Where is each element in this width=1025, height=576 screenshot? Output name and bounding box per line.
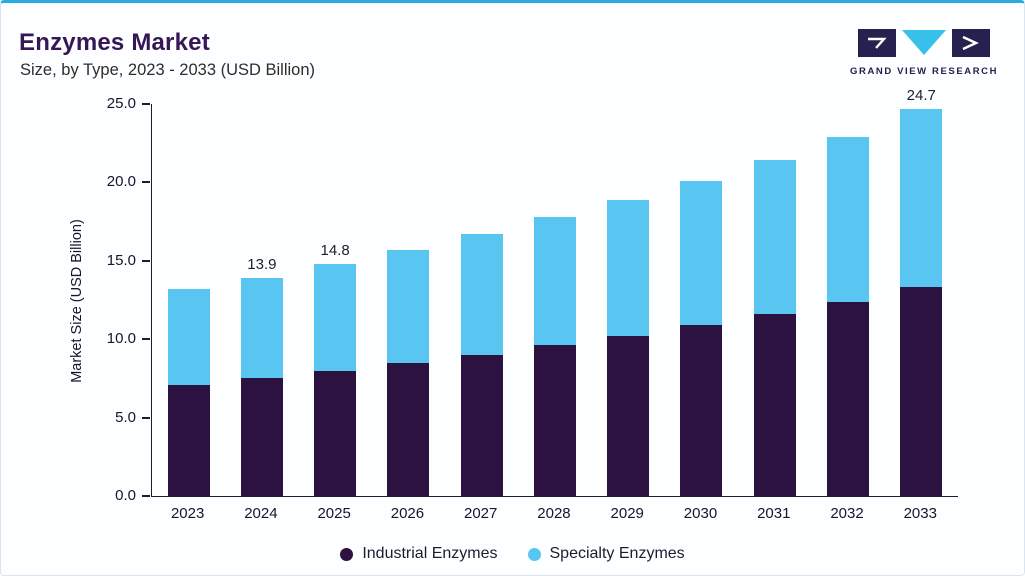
legend-dot [527,547,541,561]
bar-2024: 13.9 [240,256,283,496]
bar-segment-specialty [533,216,576,346]
y-tick-label: 15.0 [106,251,136,269]
legend: Industrial Enzymes Specialty Enzymes [1,545,1024,563]
y-tick-label: 20.0 [106,173,136,191]
y-tick-mark [142,181,150,184]
x-axis-label: 2031 [757,505,791,522]
x-axis-label: 2025 [317,505,351,522]
x-axis-label: 2033 [903,505,937,522]
legend-item-industrial-enzymes: Industrial Enzymes [340,545,498,563]
bar-segment-specialty [460,234,503,355]
bar-segment-industrial [680,325,723,496]
bar-segment-specialty [900,108,943,288]
bar-segment-specialty [827,136,870,302]
bar-segment-specialty [680,180,723,326]
x-axis-label: 2030 [683,505,718,522]
y-tick-label: 5.0 [115,408,136,426]
legend-label: Specialty Enzymes [549,545,685,562]
y-tick-mark [142,103,150,105]
x-axis-label: 2023 [170,505,205,522]
bar-value-label: 13.9 [247,256,277,274]
x-axis-label: 2026 [390,505,425,522]
legend-label: Industrial Enzymes [362,545,498,562]
bar-2032 [827,136,870,496]
bar-segment-industrial [753,314,796,496]
bar-2023 [167,289,210,496]
bar-segment-specialty [167,289,210,385]
legend-item-specialty-enzymes: Specialty Enzymes [527,545,685,563]
x-axis-label: 2032 [830,505,864,522]
bar-2027 [460,234,503,496]
bar-segment-industrial [607,336,650,496]
bar-2028 [533,216,576,496]
y-tick-label: 10.0 [106,330,136,348]
bar-segment-specialty [314,263,357,371]
bar-value-label: 14.8 [320,241,350,259]
bar-value-label: 24.7 [906,86,936,104]
y-tick-label: 25.0 [106,95,136,112]
plot-area: 13.9 14.8 24.7 0.0 5.0 10.0 15.0 20.0 25.0 [107,87,958,504]
chart-subtitle: Size, by Type, 2023 - 2033 (USD Billion) [20,61,316,79]
bar-segment-specialty [240,278,283,379]
bar-segment-specialty [607,199,650,337]
bar-segment-industrial [240,378,283,496]
chart-title: Enzymes Market [19,29,210,56]
bar-segment-industrial [460,354,503,496]
bar-2031 [753,160,796,496]
bar-segment-industrial [167,384,210,496]
y-tick-mark [142,416,150,419]
bar-segment-industrial [533,345,576,496]
bar-2033: 24.7 [900,87,943,496]
bar-segment-industrial [827,301,870,496]
bar-segment-industrial [387,362,430,496]
bar-2029 [607,199,650,496]
bar-segment-specialty [753,160,796,315]
x-axis-label: 2029 [610,505,644,522]
bar-2030 [680,180,723,496]
gvr-logo-mark [858,29,990,57]
bar-segment-industrial [314,370,357,496]
legend-dot [340,547,354,561]
y-tick-label: 0.0 [115,487,136,504]
bar-2025: 14.8 [314,242,357,496]
bar-segment-specialty [387,249,430,363]
x-axis-labels: 2023 2024 2025 2026 2027 2028 2029 2030 2031 2032… [151,505,957,522]
x-axis-label: 2024 [244,505,278,522]
y-tick-mark [142,495,150,497]
y-tick-mark [142,259,150,262]
x-axis-label: 2027 [464,505,498,522]
bar-2026 [387,249,430,496]
bars-container: 13.9 14.8 24.7 [152,87,958,496]
gvr-logo: GRAND VIEW RESEARCH [850,29,998,77]
y-tick-mark [142,338,150,341]
logo-text: GRAND VIEW RESEARCH [850,66,999,77]
x-axis-label: 2028 [537,505,571,522]
bar-segment-industrial [900,287,943,496]
